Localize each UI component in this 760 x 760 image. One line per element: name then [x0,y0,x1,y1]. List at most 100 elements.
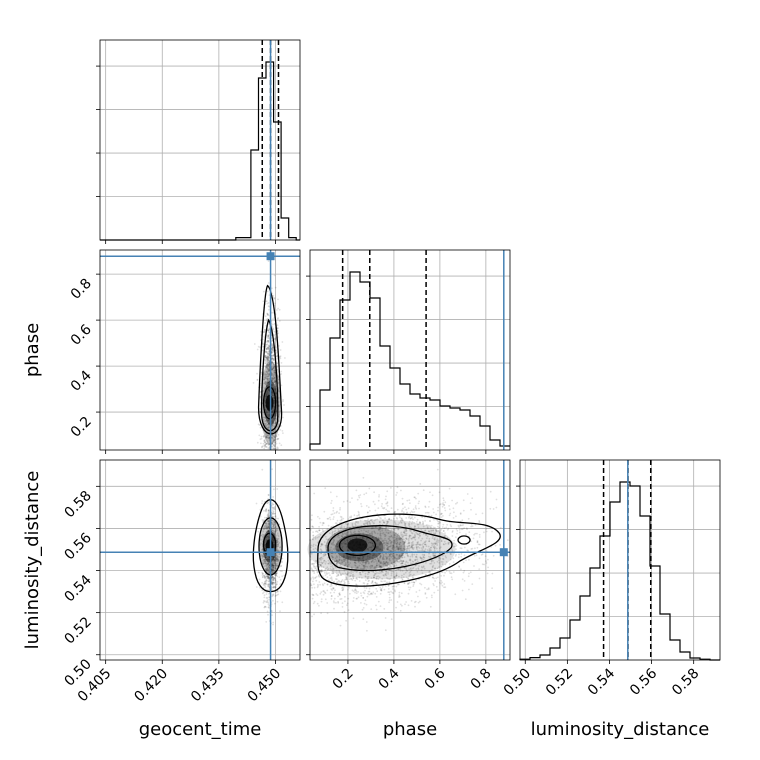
sample-point [273,372,275,375]
sample-point [273,330,276,333]
sample-point [266,364,268,366]
sample-point [265,300,268,303]
sample-point [458,528,461,531]
sample-point [271,327,274,329]
sample-point [391,588,394,590]
sample-point [265,349,267,351]
sample-point [271,446,274,448]
sample-point [393,585,396,588]
sample-point [272,386,275,389]
sample-point [331,589,333,591]
sample-point [329,491,332,494]
sample-point [272,422,274,425]
sample-point [265,377,267,380]
sample-point [367,506,370,509]
sample-point [267,352,269,355]
sample-point [405,517,408,519]
sample-point [485,560,487,562]
sample-point [383,608,386,610]
sample-point [442,502,444,504]
sample-point [310,518,313,521]
sample-point [340,516,343,519]
sample-point [491,587,493,590]
sample-point [468,531,471,534]
sample-point [263,331,266,334]
sample-point [274,512,276,515]
sample-point [474,547,476,550]
sample-point [451,578,454,581]
sample-point [270,390,273,393]
sample-point [272,579,275,582]
sample-point [432,508,435,510]
sample-point [323,510,326,513]
sample-point [282,399,284,401]
sample-point [335,495,338,498]
sample-point [470,523,473,526]
sample-point [440,528,443,531]
sample-point [261,446,263,449]
sample-point [349,592,351,595]
sample-point [345,575,348,578]
sample-point [332,507,335,509]
sample-point [322,593,325,596]
sample-point [267,577,269,579]
sample-point [357,591,359,593]
sample-point [266,378,269,380]
sample-point [264,356,267,359]
sample-point [267,422,270,425]
sample-point [261,572,264,575]
sample-point [266,356,268,358]
sample-point [390,507,393,510]
sample-point [489,507,492,510]
sample-point [272,422,274,424]
sample-point [271,410,274,413]
sample-point [408,499,411,501]
sample-point [350,516,352,519]
sample-point [271,376,274,379]
sample-point [276,309,278,311]
sample-point [266,312,269,315]
sample-point [464,598,467,601]
sample-point [267,314,270,317]
sample-point [318,517,321,520]
sample-point [271,344,273,346]
sample-point [274,286,277,289]
sample-point [454,536,457,539]
sample-point [272,312,275,314]
sample-point [267,379,269,381]
sample-point [342,517,345,520]
sample-point [495,506,498,509]
sample-point [339,598,342,600]
sample-point [412,518,414,520]
sample-point [268,350,271,353]
sample-point [340,580,343,583]
sample-point [355,489,358,492]
sample-point [272,621,275,624]
density-level [265,394,274,411]
sample-point [264,315,267,317]
sample-point [468,588,470,591]
sample-point [272,599,274,602]
sample-point [273,488,275,491]
sample-point [277,517,280,520]
sample-point [262,419,265,421]
sample-point [258,434,261,437]
sample-point [343,582,346,585]
sample-point [443,507,446,509]
sample-point [267,613,269,616]
sample-point [265,445,268,448]
sample-point [264,600,266,603]
sample-point [428,500,431,503]
sample-point [266,353,269,355]
sample-point [279,410,282,413]
sample-point [267,348,270,350]
sample-point [466,528,468,531]
sample-point [267,603,270,605]
sample-point [259,410,262,413]
sample-point [447,527,450,530]
sample-point [435,577,438,580]
sample-point [471,583,474,585]
sample-point [362,476,365,479]
sample-point [266,375,269,378]
sample-point [399,603,402,606]
